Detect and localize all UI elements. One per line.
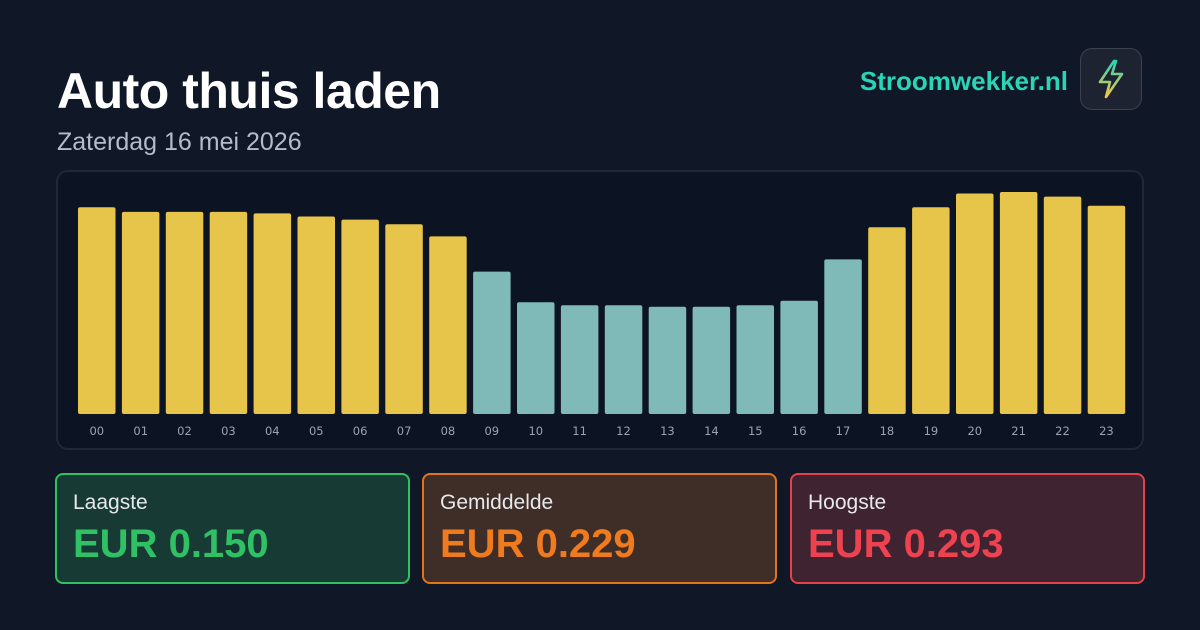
bar-hour-02[interactable] (165, 211, 204, 414)
x-tick-label: 08 (441, 424, 456, 438)
bar-hour-09[interactable] (473, 271, 511, 414)
x-tick-label: 03 (221, 424, 236, 438)
bar-hour-16[interactable] (780, 300, 818, 414)
bar-hour-19[interactable] (912, 207, 950, 414)
bar-hour-23[interactable] (1087, 205, 1126, 414)
x-tick-label: 05 (309, 424, 324, 438)
x-tick-label: 12 (616, 424, 631, 438)
brand-logo (1080, 48, 1142, 110)
x-tick-label: 09 (484, 424, 499, 438)
x-tick-label: 06 (353, 424, 368, 438)
bar-hour-15[interactable] (736, 305, 775, 414)
x-tick-label: 10 (528, 424, 543, 438)
brand-name[interactable]: Stroomwekker.nl (859, 66, 1068, 96)
bar-hour-07[interactable] (385, 224, 423, 414)
lightning-bolt-icon (1098, 59, 1124, 99)
highest-price-card: Hoogste EUR 0.293 (790, 473, 1145, 584)
bar-hour-08[interactable] (429, 236, 467, 414)
x-tick-label: 21 (1011, 424, 1026, 438)
hourly-price-chart: 00 01 02 03 04 05 06 07 08 09 10 11 12 13 14 15 16 17 18 19… (78, 192, 1126, 438)
x-tick-label: 07 (397, 424, 412, 438)
bar-hour-18[interactable] (868, 227, 906, 414)
x-tick-label: 11 (572, 424, 587, 438)
lowest-price-value: EUR 0.150 (73, 522, 269, 566)
bar-hour-11[interactable] (560, 305, 599, 414)
bar-hour-04[interactable] (253, 213, 292, 414)
x-tick-label: 14 (704, 424, 719, 438)
highest-price-value: EUR 0.293 (808, 522, 1004, 566)
x-tick-label: 20 (967, 424, 982, 438)
bar-hour-10[interactable] (517, 302, 555, 414)
lowest-price-card: Laagste EUR 0.150 (55, 473, 410, 584)
bar-hour-06[interactable] (341, 219, 379, 414)
bar-hour-22[interactable] (1043, 196, 1082, 414)
x-tick-label: 01 (133, 424, 148, 438)
x-tick-label: 04 (265, 424, 280, 438)
average-price-value: EUR 0.229 (440, 522, 636, 566)
bar-hour-00[interactable] (78, 207, 116, 414)
highest-price-label: Hoogste (808, 491, 887, 514)
bar-hour-03[interactable] (209, 211, 248, 414)
bar-hour-21[interactable] (999, 192, 1038, 414)
x-tick-label: 17 (836, 424, 851, 438)
bar-hour-12[interactable] (604, 305, 643, 414)
x-tick-label: 22 (1055, 424, 1070, 438)
page-subtitle: Zaterdag 16 mei 2026 (57, 128, 302, 156)
bar-hour-13[interactable] (648, 306, 687, 414)
bar-hour-05[interactable] (297, 216, 336, 415)
bar-hour-14[interactable] (692, 306, 731, 414)
x-tick-label: 02 (177, 424, 192, 438)
x-tick-label: 23 (1099, 424, 1114, 438)
price-chart-panel: 00 01 02 03 04 05 06 07 08 09 10 11 12 13 14 15 16 17 18 19… (56, 170, 1144, 450)
x-tick-label: 16 (792, 424, 807, 438)
x-tick-label: 18 (880, 424, 895, 438)
bar-hour-01[interactable] (121, 211, 160, 414)
average-price-label: Gemiddelde (440, 491, 554, 514)
x-tick-label: 00 (89, 424, 104, 438)
page-title: Auto thuis laden (57, 63, 441, 119)
average-price-card: Gemiddelde EUR 0.229 (422, 473, 777, 584)
x-tick-label: 15 (748, 424, 763, 438)
x-tick-label: 13 (660, 424, 675, 438)
bar-hour-20[interactable] (956, 193, 994, 415)
bar-hour-17[interactable] (824, 259, 862, 414)
lowest-price-label: Laagste (73, 491, 148, 514)
x-tick-label: 19 (924, 424, 939, 438)
